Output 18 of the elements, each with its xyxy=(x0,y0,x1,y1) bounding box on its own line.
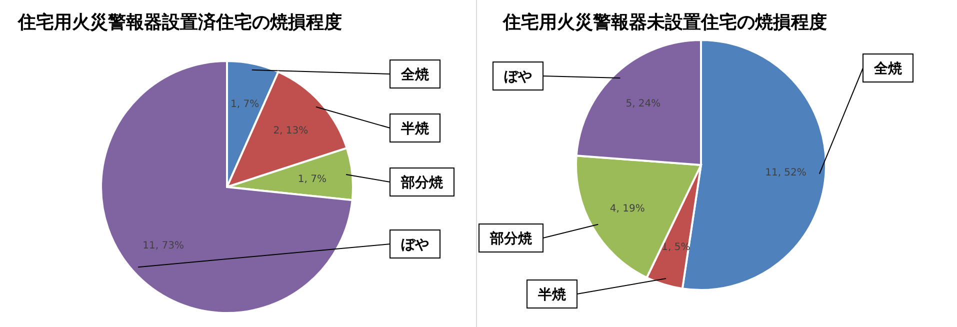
data-label: 4, 19% xyxy=(610,204,645,214)
pie-slice xyxy=(100,60,354,314)
data-label: 2, 13% xyxy=(273,126,308,137)
chart-title: 住宅用火災警報器設置済住宅の焼損程度 xyxy=(17,12,342,33)
slice-label: ぼや xyxy=(401,237,429,253)
chart-title: 住宅用火災警報器未設置住宅の焼損程度 xyxy=(502,12,827,33)
slice-label: ぼや xyxy=(504,69,532,85)
data-label: 1, 7% xyxy=(230,99,260,110)
slice-label: 全焼 xyxy=(400,67,430,83)
slice-label: 半焼 xyxy=(400,121,430,137)
data-label: 1, 7% xyxy=(298,174,327,186)
slice-label: 全焼 xyxy=(873,61,903,77)
data-label: 11, 73% xyxy=(142,240,184,252)
data-label: 11, 52% xyxy=(765,167,806,178)
data-label: 5, 24% xyxy=(626,98,661,110)
slice-label: 部分焼 xyxy=(400,174,444,191)
slice-label: 半焼 xyxy=(537,287,567,303)
slice-label: 部分焼 xyxy=(489,230,533,247)
